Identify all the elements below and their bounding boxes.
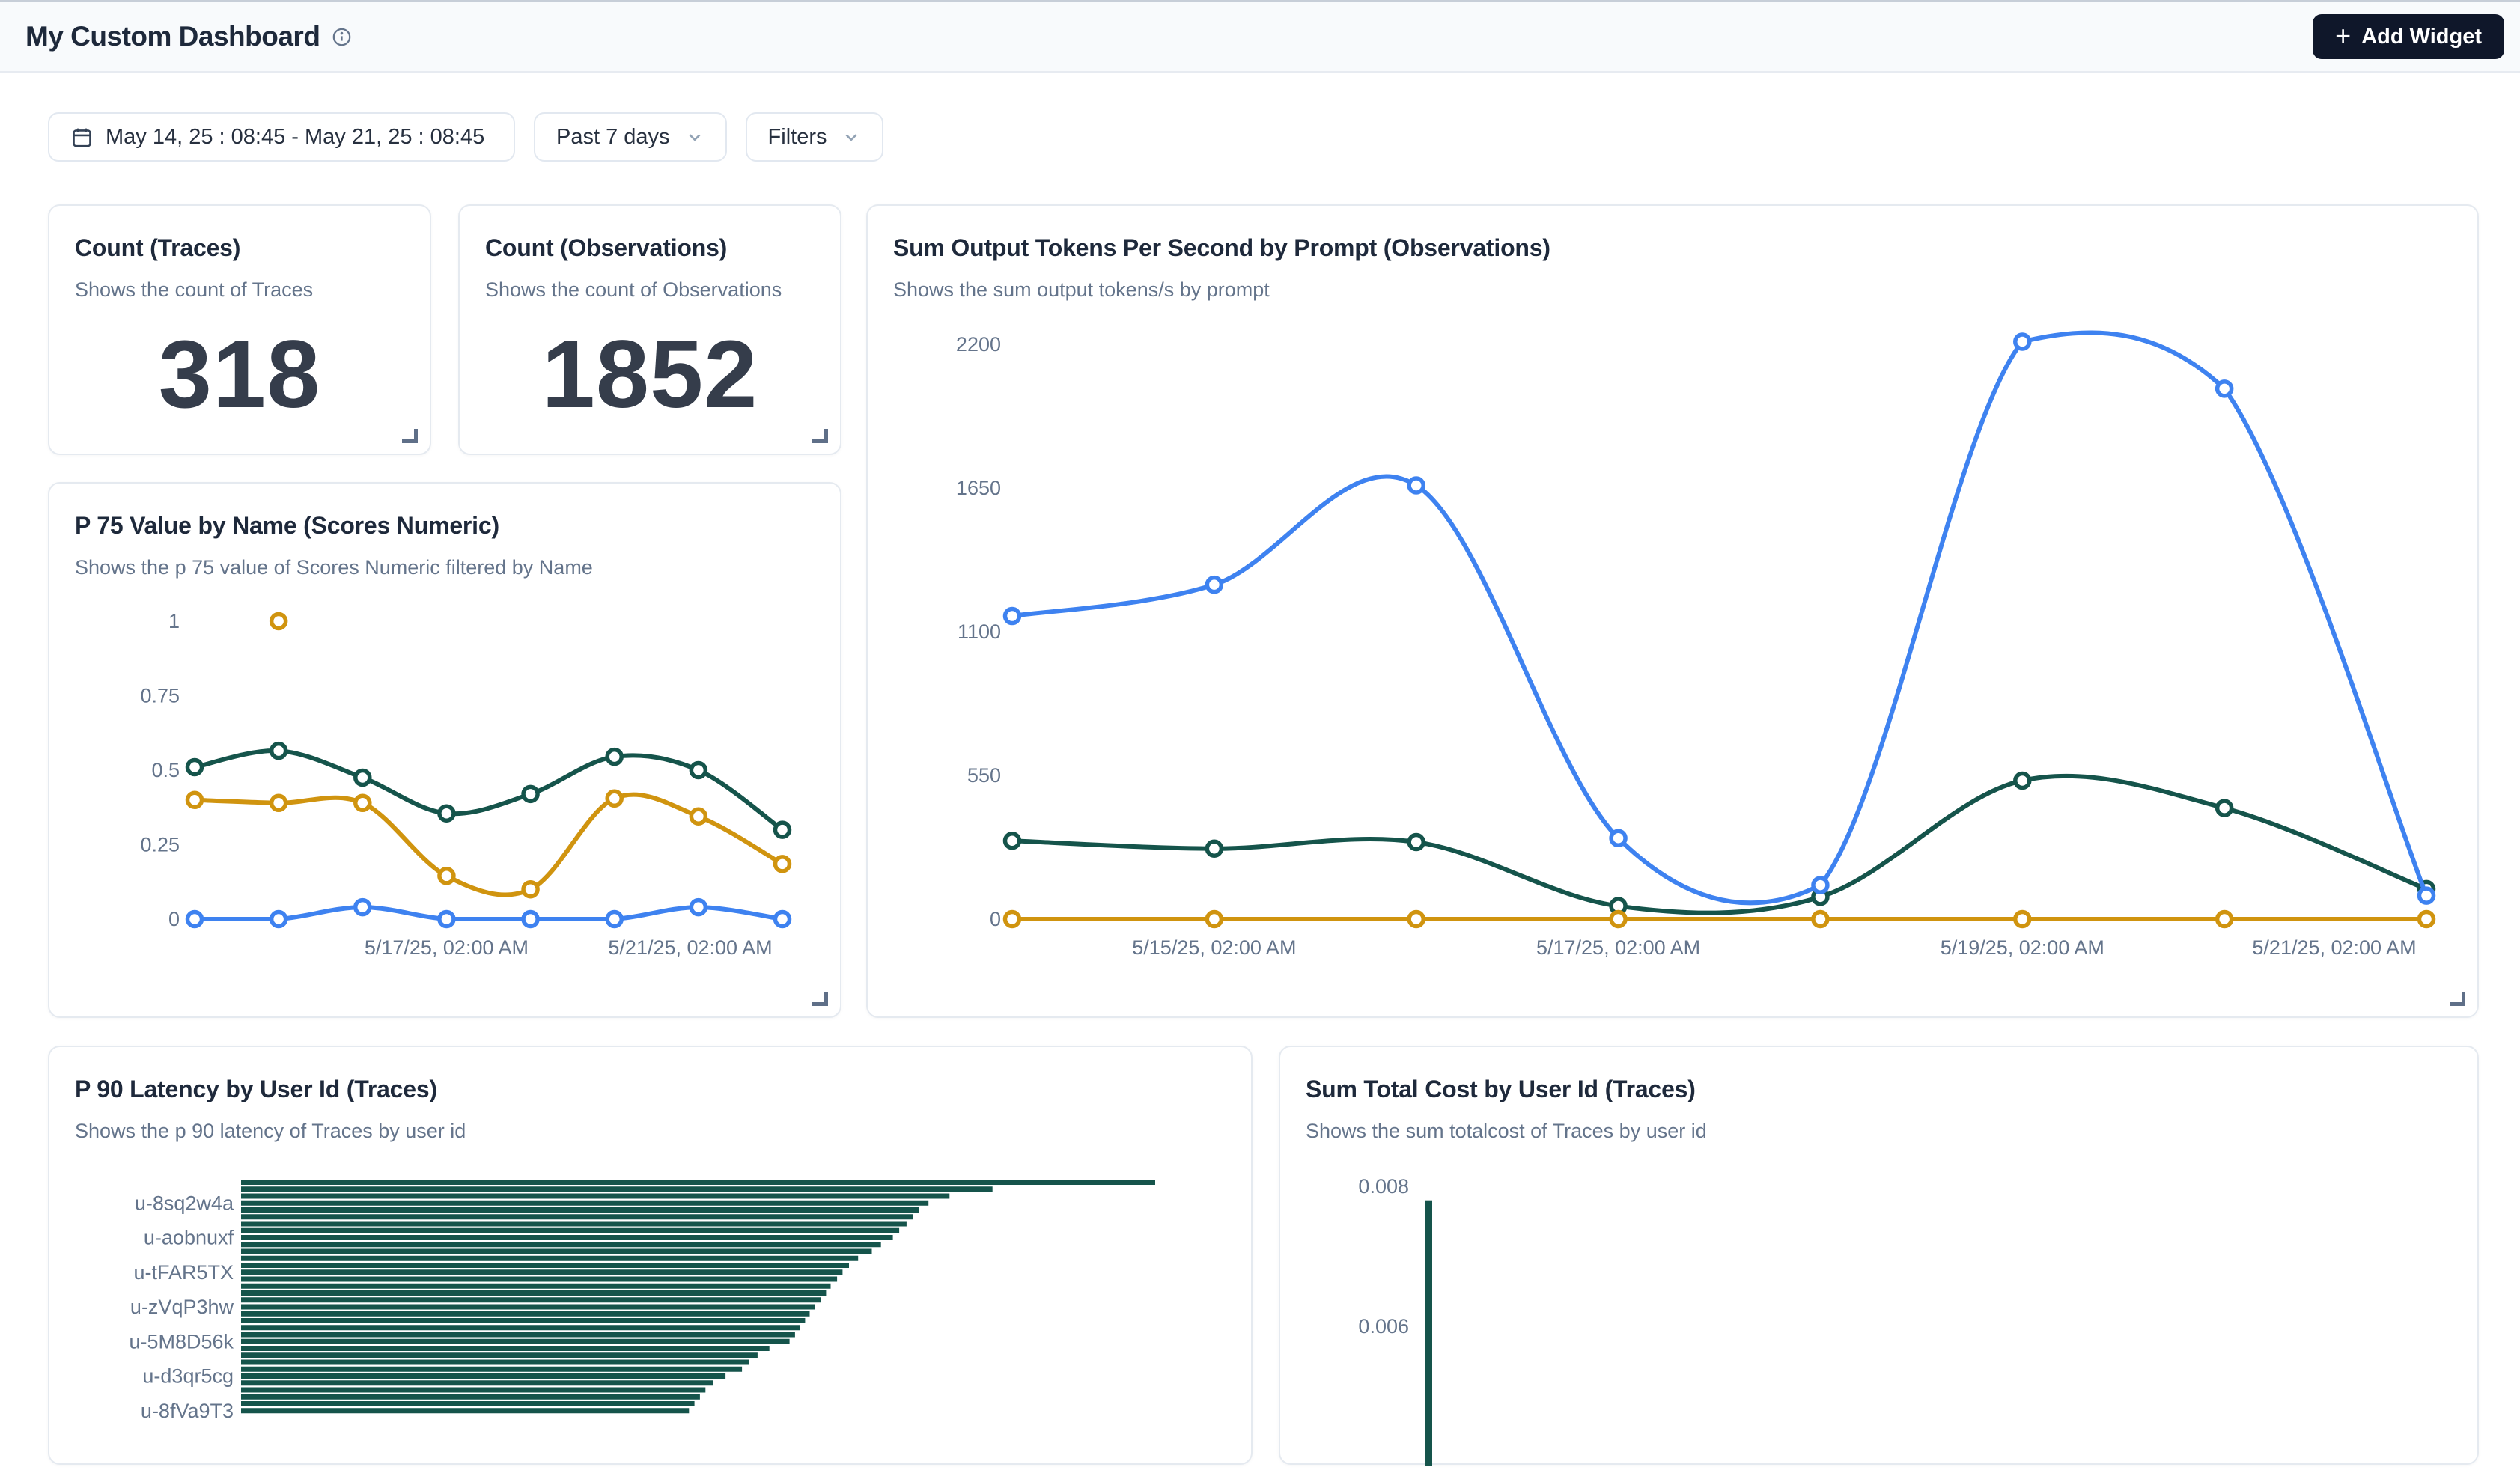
svg-text:5/19/25, 02:00 AM: 5/19/25, 02:00 AM <box>1941 936 2104 959</box>
widget-p90-bar-chart: P 90 Latency by User Id (Traces) Shows t… <box>48 1046 1253 1465</box>
svg-text:u-8fVa9T3: u-8fVa9T3 <box>141 1400 234 1422</box>
widget-count-traces: Count (Traces) Shows the count of Traces… <box>48 204 431 455</box>
cost-bar-chart: 0.006 0.008 <box>1280 1047 2477 1463</box>
add-widget-label: Add Widget <box>2361 25 2482 49</box>
chevron-down-icon <box>841 127 861 147</box>
resize-handle-icon[interactable] <box>2450 992 2465 1006</box>
svg-text:u-5M8D56k: u-5M8D56k <box>129 1330 234 1352</box>
svg-text:550: 550 <box>967 764 1001 787</box>
svg-text:1: 1 <box>168 610 180 632</box>
info-icon[interactable] <box>332 27 352 47</box>
calendar-icon <box>70 126 94 149</box>
widget-cost-bar-chart: Sum Total Cost by User Id (Traces) Shows… <box>1279 1046 2479 1465</box>
date-preset-value: Past 7 days <box>556 125 670 150</box>
dashboard-header: My Custom Dashboard + Add Widget <box>0 2 2520 73</box>
svg-text:0.008: 0.008 <box>1358 1175 1409 1198</box>
widget-title: Count (Observations) <box>485 234 815 262</box>
svg-text:u-zVqP3hw: u-zVqP3hw <box>130 1296 234 1318</box>
tokens-line-chart: 0 550 1100 1650 2200 5/15/25, 02:00 AM 5/17/25… <box>868 206 2477 1016</box>
p90-bar-chart: u-8sq2w4a u-aobnuxf u-tFAR5TX u-zVqP3hw u-5M… <box>49 1047 1251 1463</box>
plus-icon: + <box>2335 22 2351 49</box>
date-range-value: May 14, 25 : 08:45 - May 21, 25 : 08:45 <box>106 125 484 150</box>
svg-text:5/17/25, 02:00 AM: 5/17/25, 02:00 AM <box>1536 936 1700 959</box>
date-range-picker[interactable]: May 14, 25 : 08:45 - May 21, 25 : 08:45 <box>48 112 515 162</box>
chevron-down-icon <box>685 127 704 147</box>
svg-text:0: 0 <box>168 908 180 930</box>
svg-text:0: 0 <box>990 908 1001 930</box>
widget-subtitle: Shows the count of Traces <box>75 278 404 302</box>
filters-dropdown[interactable]: Filters <box>746 112 884 162</box>
svg-text:0.25: 0.25 <box>140 834 180 856</box>
svg-text:1100: 1100 <box>958 620 1001 643</box>
page-title: My Custom Dashboard <box>25 21 320 52</box>
widget-count-observations: Count (Observations) Shows the count of … <box>458 204 841 455</box>
resize-handle-icon[interactable] <box>812 992 828 1006</box>
svg-text:0.75: 0.75 <box>140 685 180 707</box>
svg-text:2200: 2200 <box>956 333 1001 356</box>
filter-toolbar: May 14, 25 : 08:45 - May 21, 25 : 08:45 … <box>48 112 883 162</box>
svg-text:u-aobnuxf: u-aobnuxf <box>144 1227 234 1249</box>
count-observations-value: 1852 <box>460 318 840 431</box>
svg-text:5/21/25, 02:00 AM: 5/21/25, 02:00 AM <box>608 936 772 959</box>
svg-text:u-8sq2w4a: u-8sq2w4a <box>135 1192 234 1214</box>
resize-handle-icon[interactable] <box>812 429 828 443</box>
resize-handle-icon[interactable] <box>402 429 418 443</box>
svg-text:u-d3qr5cg: u-d3qr5cg <box>142 1365 234 1388</box>
svg-text:0.006: 0.006 <box>1358 1315 1409 1338</box>
widget-tokens-line-chart: Sum Output Tokens Per Second by Prompt (… <box>866 204 2479 1018</box>
p75-line-chart: 0 0.25 0.5 0.75 1 5/17/25, 02:00 AM 5/21/25, 0… <box>49 484 840 1016</box>
svg-text:5/15/25, 02:00 AM: 5/15/25, 02:00 AM <box>1132 936 1296 959</box>
add-widget-button[interactable]: + Add Widget <box>2313 14 2504 59</box>
svg-text:1650: 1650 <box>956 477 1001 499</box>
date-preset-dropdown[interactable]: Past 7 days <box>534 112 727 162</box>
widget-title: Count (Traces) <box>75 234 404 262</box>
widget-p75-line-chart: P 75 Value by Name (Scores Numeric) Show… <box>48 482 841 1018</box>
svg-text:0.5: 0.5 <box>151 759 180 781</box>
widget-subtitle: Shows the count of Observations <box>485 278 815 302</box>
svg-text:5/17/25, 02:00 AM: 5/17/25, 02:00 AM <box>365 936 529 959</box>
svg-text:5/21/25, 02:00 AM: 5/21/25, 02:00 AM <box>2252 936 2416 959</box>
svg-text:u-tFAR5TX: u-tFAR5TX <box>133 1261 234 1284</box>
count-traces-value: 318 <box>49 318 430 431</box>
filters-label: Filters <box>768 125 827 150</box>
